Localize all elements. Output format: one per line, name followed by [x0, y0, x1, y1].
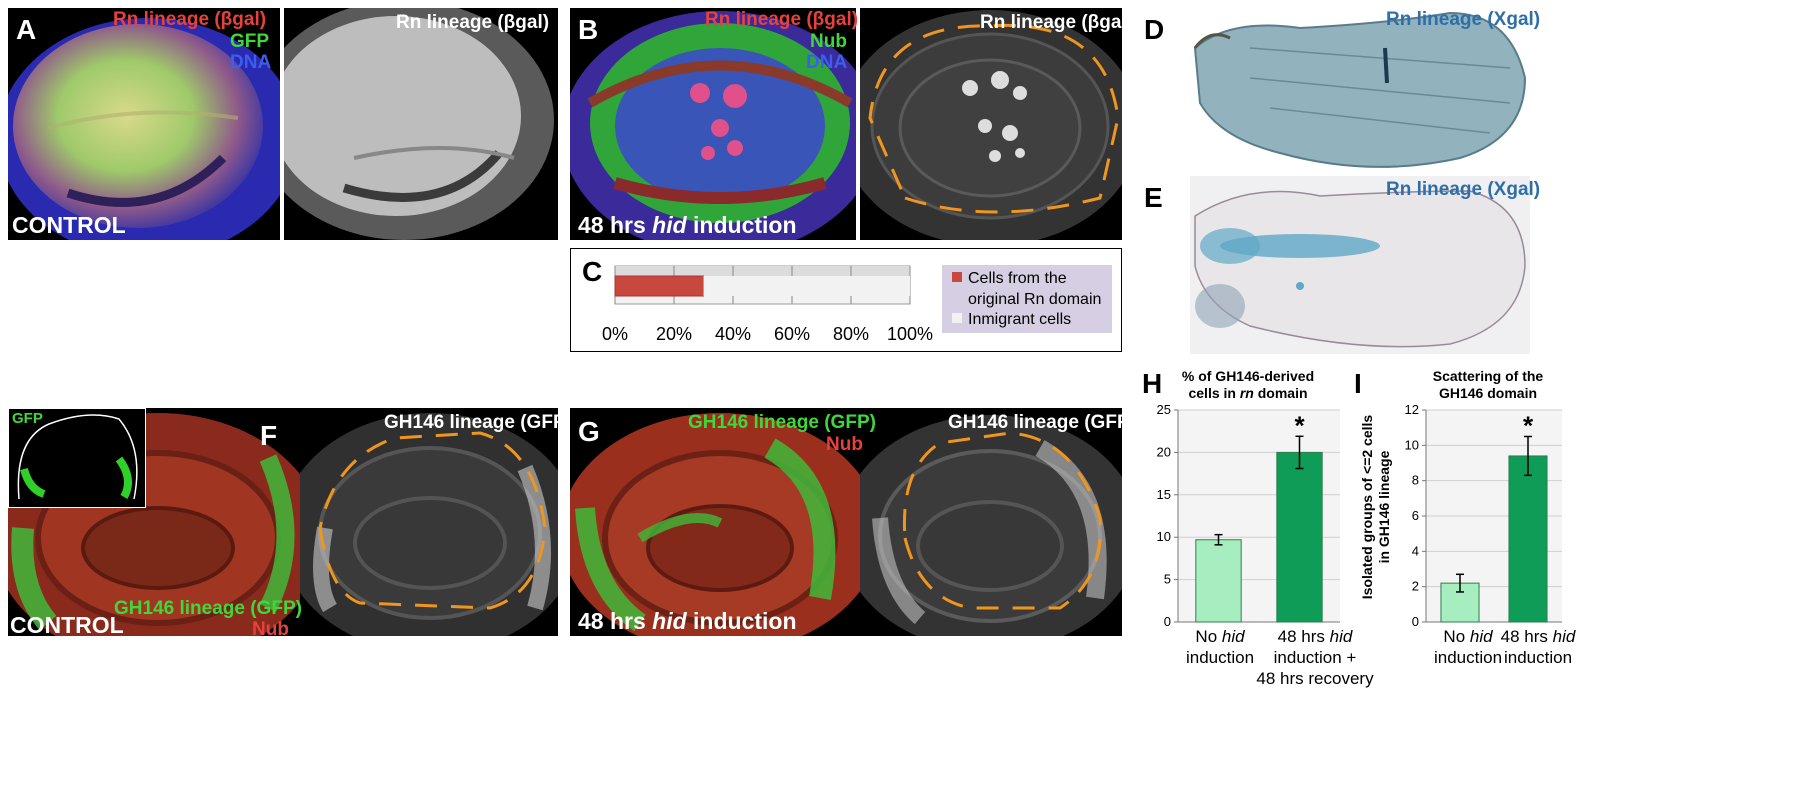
chart-h-title: % of GH146-derived cells in rn domain [1181, 368, 1315, 401]
wing-disc-gray-image-b [860, 8, 1122, 240]
chart-c-bar-segment [703, 276, 910, 296]
label-rn-lineage-xgal-e: Rn lineage (Xgal) [1386, 179, 1541, 200]
legend-immigrant-swatch [952, 313, 962, 323]
panel-c-chart: 0% 20% 40% 60% 80% 100% [602, 265, 933, 344]
chart-c-tick-label: 60% [774, 324, 810, 344]
wing-disc-gh146-gray-f [300, 408, 558, 636]
chart-h-tick-label: 5 [1164, 572, 1171, 587]
wing-disc-gh146-merged-g [570, 408, 860, 636]
panel-c-legend: Cells from the original Rn domain Inmigr… [942, 265, 1112, 333]
chart-c-tick-label: 100% [887, 324, 933, 344]
chart-i-category-1: No hid induction [1433, 627, 1503, 667]
adult-wing-xgal-image-d [1190, 8, 1530, 176]
panel-letter-b: B [578, 14, 599, 45]
chart-h-tick-label: 20 [1157, 444, 1171, 459]
label-gh146-lineage-f: GH146 lineage (GFP) [114, 598, 302, 619]
panel-letter-d: D [1144, 14, 1165, 45]
panel-b-gray-image [860, 8, 1122, 240]
label-rn-lineage-b: Rn lineage (βgal) [705, 9, 859, 30]
chart-c-tick-label: 40% [715, 324, 751, 344]
chart-i-tick-label: 4 [1412, 543, 1419, 558]
chart-i-tick-label: 0 [1412, 614, 1419, 629]
label-rn-lineage-gray: Rn lineage (βgal) [396, 12, 550, 33]
panel-letter-c: C [582, 256, 603, 287]
label-gh146-lineage-gray-g: GH146 lineage (GFP) [948, 412, 1136, 433]
wing-disc-gh146-gray-g [860, 408, 1122, 636]
panel-b-color-image [570, 8, 856, 240]
chart-h-bar [1276, 451, 1323, 623]
chart-h-category-2: 48 hrs hid induction +48 hrs recovery [1256, 627, 1374, 688]
label-gfp: GFP [230, 31, 270, 52]
chart-i-category-2: 48 hrs hid induction [1500, 627, 1576, 667]
chart-i-title: Scattering of the GH146 domain [1432, 368, 1544, 401]
chart-i-bar [1508, 455, 1548, 623]
chart-c-tick-label: 0% [602, 324, 628, 344]
chart-h-tick-label: 0 [1164, 614, 1171, 629]
panel-letter-e: E [1144, 182, 1163, 213]
chart-i-tick-label: 12 [1405, 402, 1419, 417]
panel-d-wing-image [1190, 8, 1530, 176]
chart-i: 0 2 4 6 8 10 12 * [1405, 402, 1562, 629]
chart-h-category-1: No hid induction [1185, 627, 1255, 667]
wing-disc-merged-image [8, 8, 280, 240]
adult-wing-xgal-image-e [1190, 176, 1530, 354]
panel-letter-a: A [16, 14, 37, 45]
label-nub-b: Nub [810, 31, 847, 52]
label-dna: DNA [230, 52, 272, 73]
chart-h: 0 5 10 15 20 25 * [1157, 402, 1340, 629]
label-gh146-lineage-gray-f: GH146 lineage (GFP) [384, 412, 572, 433]
chart-h-tick-label: 10 [1157, 529, 1171, 544]
label-gh146-lineage-g: GH146 lineage (GFP) [688, 412, 876, 433]
wing-disc-gray-image [284, 8, 558, 240]
chart-i-tick-label: 8 [1412, 473, 1419, 488]
chart-c-bar-segment [614, 275, 704, 297]
caption-control-a: CONTROL [12, 212, 126, 238]
legend-original-entry: Cells from the original Rn domain [952, 268, 1101, 310]
chart-h-bar [1195, 539, 1242, 623]
label-rn-lineage-gray-b: Rn lineage (βgal) [980, 12, 1134, 33]
label-nub-g: Nub [826, 434, 863, 455]
gfp-inset-image [17, 414, 138, 500]
wing-disc-merged-image-b [570, 8, 856, 240]
chart-h-significance-star: * [1294, 410, 1305, 440]
chart-i-significance-star: * [1523, 411, 1534, 441]
chart-c-tick-label: 20% [656, 324, 692, 344]
panel-c-frame [570, 248, 1122, 352]
caption-hid-induction-b: 48 hrs hid induction [578, 212, 797, 238]
panel-letter-i: I [1354, 368, 1362, 399]
panel-letter-h: H [1142, 368, 1163, 399]
panel-letter-f: F [260, 420, 278, 451]
label-rn-lineage-xgal-d: Rn lineage (Xgal) [1386, 9, 1541, 30]
panel-f-gray-image [300, 408, 558, 636]
panel-g-gray-image [860, 408, 1122, 636]
panel-letter-g: G [578, 416, 600, 447]
label-dna-b: DNA [806, 52, 848, 73]
chart-c-plot-band [615, 266, 910, 276]
caption-control-f: CONTROL [10, 612, 124, 638]
panel-a-color-image [8, 8, 280, 240]
chart-i-tick-label: 6 [1412, 508, 1419, 523]
panel-g-color-image [570, 408, 860, 636]
legend-original-swatch [952, 272, 962, 282]
chart-c-tick-label: 80% [833, 324, 869, 344]
label-nub-f: Nub [252, 619, 289, 640]
chart-i-tick-label: 2 [1412, 579, 1419, 594]
panel-a-gray-image [284, 8, 558, 240]
panel-f-inset [8, 408, 146, 508]
label-inset-gfp: GFP [12, 410, 43, 427]
chart-h-tick-label: 15 [1157, 487, 1171, 502]
caption-hid-induction-g: 48 hrs hid induction [578, 608, 797, 634]
label-rn-lineage: Rn lineage (βgal) [113, 9, 267, 30]
panel-e-wing-image [1190, 176, 1530, 354]
chart-i-tick-label: 10 [1405, 437, 1419, 452]
legend-immigrant-entry: Inmigrant cells [952, 311, 1071, 329]
chart-h-tick-label: 25 [1157, 402, 1171, 417]
